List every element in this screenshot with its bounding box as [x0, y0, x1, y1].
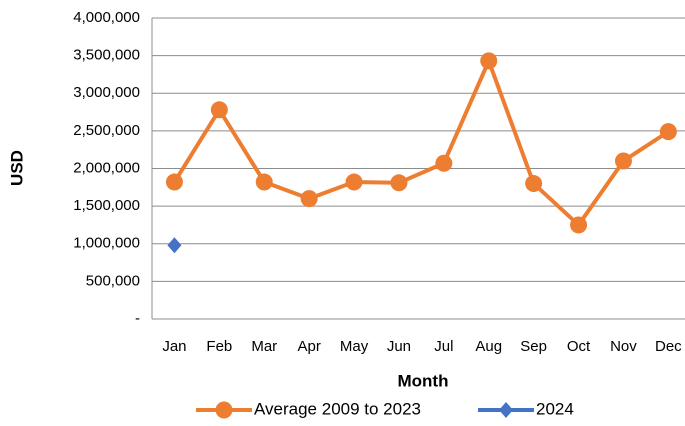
- marker: [345, 173, 363, 191]
- y-tick-label: -: [135, 310, 140, 327]
- x-tick-label: Jan: [162, 338, 186, 355]
- marker: [435, 154, 453, 172]
- series-line: [172, 58, 670, 227]
- x-tick-label: Jul: [434, 338, 453, 355]
- x-tick-label: Feb: [206, 338, 232, 355]
- y-axis-title: USD: [7, 150, 26, 186]
- marker: [570, 216, 588, 234]
- marker: [659, 123, 677, 141]
- x-tick-label: Aug: [475, 338, 502, 355]
- marker: [255, 173, 273, 191]
- marker: [480, 52, 498, 70]
- y-tick-label: 1,500,000: [73, 197, 140, 214]
- y-tick-label: 2,000,000: [73, 159, 140, 176]
- marker: [210, 101, 228, 119]
- y-tick-label: 3,000,000: [73, 84, 140, 101]
- y-tick-label: 3,500,000: [73, 47, 140, 64]
- marker: [614, 152, 632, 170]
- marker: [390, 174, 408, 192]
- x-tick-label: Mar: [251, 338, 277, 355]
- y-tick-label: 500,000: [86, 272, 140, 289]
- x-tick-label: Oct: [567, 338, 591, 355]
- marker: [525, 175, 543, 193]
- legend-label: 2024: [536, 399, 574, 418]
- y-tick-label: 1,000,000: [73, 235, 140, 252]
- y-tick-label: 4,000,000: [73, 9, 140, 26]
- legend-label: Average 2009 to 2023: [254, 399, 421, 418]
- legend-marker: [215, 401, 233, 419]
- x-tick-label: Jun: [387, 338, 411, 355]
- y-tick-label: 2,500,000: [73, 122, 140, 139]
- marker: [167, 237, 182, 254]
- marker: [300, 190, 318, 208]
- marker: [165, 173, 183, 191]
- x-tick-label: Dec: [655, 338, 682, 355]
- x-axis-title: Month: [398, 371, 449, 390]
- x-tick-label: Apr: [297, 338, 320, 355]
- x-tick-label: Nov: [610, 338, 637, 355]
- x-tick-label: May: [340, 338, 369, 355]
- legend-marker: [499, 402, 513, 418]
- x-tick-label: Sep: [520, 338, 547, 355]
